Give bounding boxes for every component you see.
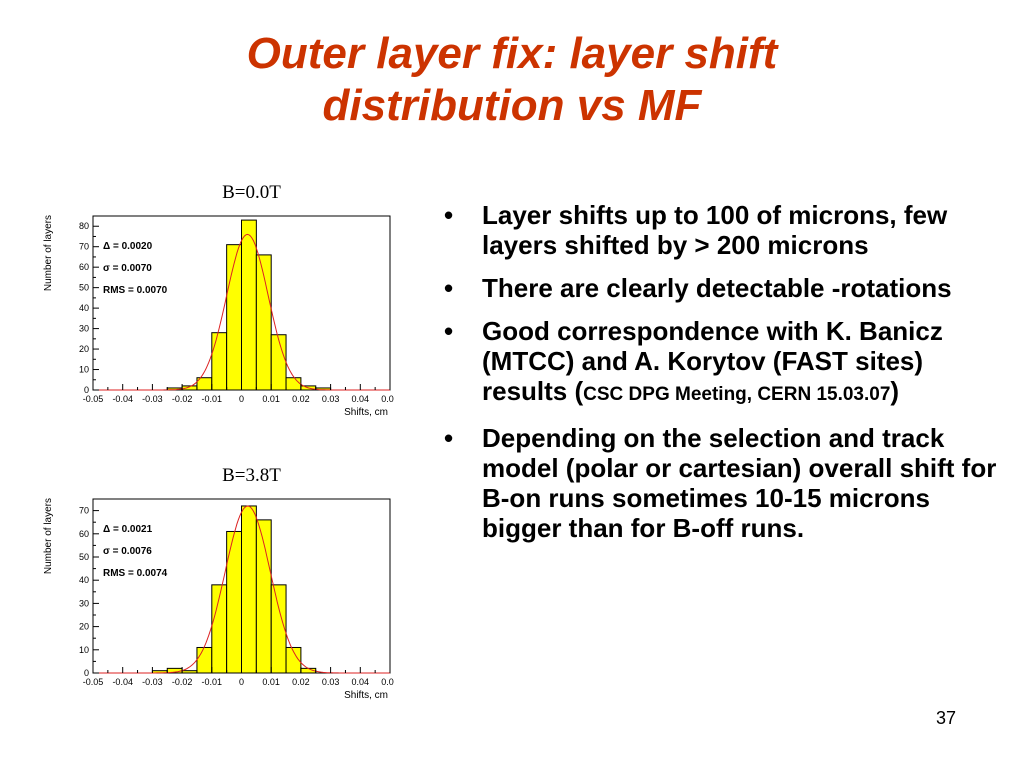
histogram-b38-canvas: B=3.8T -0.05 -0.04 -0.03 -0.02 -0.01 0 0.01 0.02… <box>43 465 394 701</box>
bullet-list: • Layer shifts up to 100 of microns, few… <box>440 200 1010 556</box>
histogram-bar <box>270 584 287 674</box>
y-tick-label: 50 <box>79 552 89 562</box>
y-tick-label: 50 <box>79 283 89 293</box>
x-axis-label: Shifts, cm <box>344 690 388 701</box>
histogram-b0-canvas: B=0.0T -0.05 -0.04 -0.03 -0.02 -0.01 0 0.01 0.02… <box>43 182 394 418</box>
x-tick-label: -0.03 <box>142 394 163 404</box>
histogram-bar <box>211 332 228 391</box>
histogram-bar <box>226 244 242 391</box>
x-tick-label: 0.03 <box>322 677 340 687</box>
x-tick-label: 0.05 <box>381 677 394 687</box>
y-tick-label: 0 <box>84 668 89 678</box>
x-tick-label: 0 <box>239 677 244 687</box>
x-tick-label: 0 <box>239 394 244 404</box>
y-tick-label: 70 <box>79 506 89 516</box>
bullet-text-1: Layer shifts up to 100 of microns, few l… <box>482 200 948 260</box>
slide-title: Outer layer fix: layer shift distributio… <box>0 28 1024 132</box>
y-tick-label: 70 <box>79 242 89 252</box>
x-tick-label: 0.03 <box>322 394 340 404</box>
y-tick-label: 80 <box>79 221 89 231</box>
histogram-b0: B=0.0T -0.05 -0.04 -0.03 -0.02 -0.01 0 0.01 0.02… <box>38 172 394 420</box>
bullet-dot: • <box>444 200 454 230</box>
chart-title: B=0.0T <box>222 182 281 203</box>
bullet-text-4: Depending on the selection and track mod… <box>482 423 997 543</box>
stats-entry: σ = 0.0076 <box>103 546 152 557</box>
histogram-bar <box>181 670 198 674</box>
stats-entry: RMS = 0.0074 <box>103 568 168 579</box>
y-tick-label: 60 <box>79 262 89 272</box>
histogram-b38: B=3.8T -0.05 -0.04 -0.03 -0.02 -0.01 0 0.01 0.02… <box>38 455 394 703</box>
y-tick-label: 40 <box>79 575 89 585</box>
bullet-item-3: • Good correspondence with K. Banicz (MT… <box>440 316 1010 410</box>
histogram-bar <box>285 646 302 674</box>
y-tick-label: 20 <box>79 622 89 632</box>
bullet-item-1: • Layer shifts up to 100 of microns, few… <box>440 200 1010 260</box>
bullet-text-3-close: ) <box>890 376 900 406</box>
y-tick-label: 40 <box>79 303 89 313</box>
x-tick-label: -0.05 <box>83 394 104 404</box>
y-tick-label: 10 <box>79 645 89 655</box>
y-axis-label: Number of layers <box>43 215 54 291</box>
bullet-dot: • <box>444 423 454 453</box>
x-tick-label: -0.05 <box>83 677 104 687</box>
histogram-bar <box>285 377 302 391</box>
bullet-dot: • <box>444 273 454 303</box>
histogram-bar <box>226 530 242 674</box>
y-tick-label: 20 <box>79 344 89 354</box>
y-tick-label: 60 <box>79 529 89 539</box>
x-tick-label: -0.04 <box>112 677 133 687</box>
y-axis-label: Number of layers <box>43 498 54 574</box>
histogram-bar <box>270 334 287 391</box>
x-tick-label: 0.04 <box>352 394 370 404</box>
x-tick-label: 0.01 <box>262 677 280 687</box>
stats-entry: RMS = 0.0070 <box>103 285 168 296</box>
x-tick-label: -0.01 <box>202 394 223 404</box>
y-tick-label: 10 <box>79 365 89 375</box>
stats-entry: Δ = 0.0020 <box>103 241 153 252</box>
x-tick-label: 0.05 <box>381 394 394 404</box>
bullet-text-3: Good correspondence with K. Banicz (MTCC… <box>482 316 943 406</box>
x-tick-label: -0.04 <box>112 394 133 404</box>
y-tick-label: 30 <box>79 324 89 334</box>
x-tick-label: -0.01 <box>202 677 223 687</box>
histogram-bar <box>241 219 257 391</box>
x-tick-label: -0.03 <box>142 677 163 687</box>
slide-title-line-1: Outer layer fix: layer shift <box>246 29 778 78</box>
x-tick-label: -0.02 <box>172 677 193 687</box>
bullet-text-2: There are clearly detectable -rotations <box>482 273 952 303</box>
stats-entry: σ = 0.0070 <box>103 263 152 274</box>
y-tick-label: 0 <box>84 385 89 395</box>
gaussian-fit-line <box>93 505 390 674</box>
x-tick-label: -0.02 <box>172 394 193 404</box>
y-tick-label: 30 <box>79 598 89 608</box>
gaussian-fit-line <box>93 233 390 391</box>
page-number: 37 <box>936 708 957 728</box>
stats-entry: Δ = 0.0021 <box>103 524 153 535</box>
histogram-bar <box>255 254 272 391</box>
bullet-text-3-reference: CSC DPG Meeting, CERN 15.03.07 <box>583 384 891 405</box>
histogram-bar <box>241 505 257 674</box>
bullet-item-2: • There are clearly detectable -rotation… <box>440 273 1010 303</box>
bar-group <box>151 505 317 674</box>
x-axis-label: Shifts, cm <box>344 407 388 418</box>
x-tick-label: 0.02 <box>292 677 310 687</box>
chart-title: B=3.8T <box>222 465 281 486</box>
bullet-item-4: • Depending on the selection and track m… <box>440 423 1010 543</box>
slide-title-line-2: distribution vs MF <box>322 81 702 130</box>
x-tick-label: 0.04 <box>352 677 370 687</box>
histogram-bar <box>196 646 213 674</box>
bullet-dot: • <box>444 316 454 346</box>
x-tick-label: 0.02 <box>292 394 310 404</box>
x-tick-label: 0.01 <box>262 394 280 404</box>
